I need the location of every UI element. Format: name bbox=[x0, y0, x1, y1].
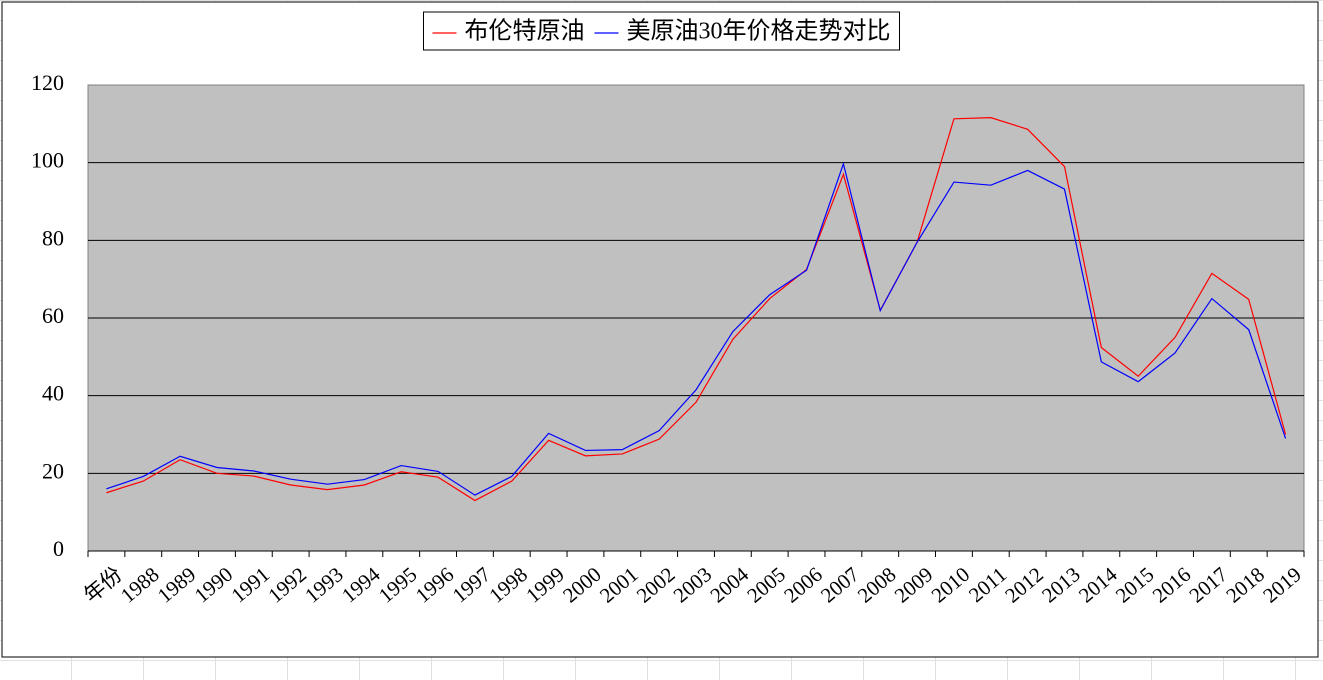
y-tick-label: 0 bbox=[53, 536, 64, 561]
series-line bbox=[106, 161, 1287, 496]
y-tick-label: 80 bbox=[42, 225, 64, 250]
y-tick-label: 40 bbox=[42, 381, 64, 406]
y-tick-label: 20 bbox=[42, 458, 64, 483]
y-tick-label: 100 bbox=[31, 148, 64, 173]
legend-box bbox=[423, 11, 900, 51]
y-tick-label: 60 bbox=[42, 303, 64, 328]
series-line bbox=[106, 117, 1287, 502]
legend-label: 美原油30年价格走势对比 bbox=[627, 18, 891, 45]
y-tick-label: 120 bbox=[31, 70, 64, 95]
legend-label: 布伦特原油 bbox=[465, 18, 585, 45]
